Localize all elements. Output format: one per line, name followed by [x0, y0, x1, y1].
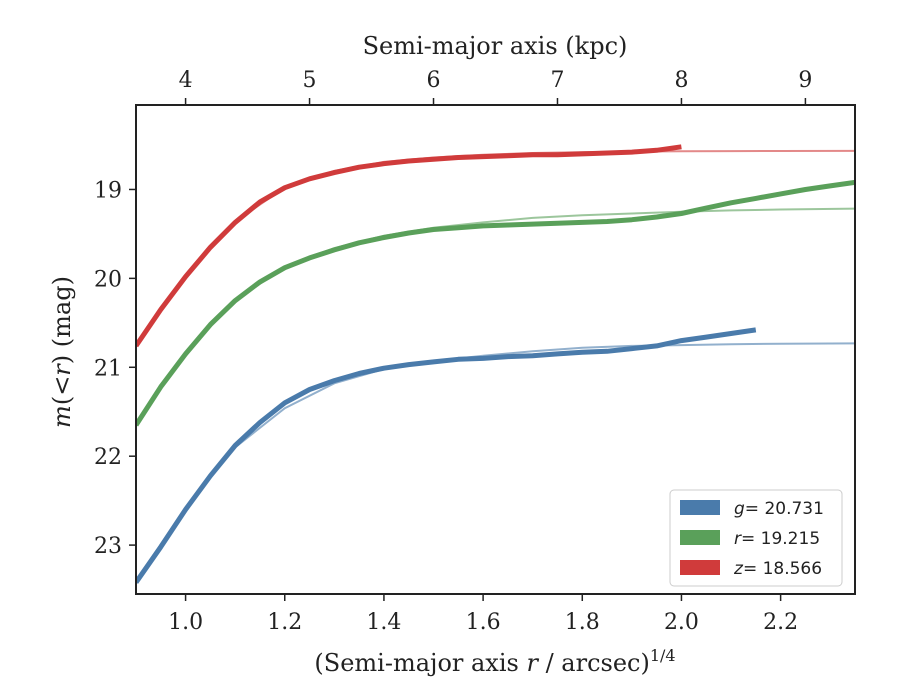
legend-label-r: r= 19.215: [734, 529, 820, 549]
top-tick-label: 4: [179, 68, 193, 93]
top-axis-ticks: 4 5 6 7 8 9: [179, 68, 812, 105]
top-tick-label: 8: [674, 68, 688, 93]
y-tick-label: 22: [94, 445, 122, 470]
x-tick-label: 1.8: [565, 610, 600, 635]
x-axis-title: (Semi-major axis r / arcsec)1/4: [314, 646, 675, 677]
y-tick-label: 19: [94, 178, 122, 203]
y-tick-label: 20: [94, 267, 122, 292]
x-tick-label: 2.2: [763, 610, 798, 635]
series-line-r: [136, 179, 855, 427]
x-axis-ticks: 1.0 1.2 1.4 1.6 1.8 2.0 2.2: [168, 594, 798, 635]
y-axis-title: m(<r) (mag): [48, 276, 76, 428]
legend-swatch-z: [680, 560, 720, 575]
top-tick-label: 9: [798, 68, 812, 93]
y-axis-ticks: 19 20 21 22 23: [94, 178, 136, 559]
x-tick-label: 1.4: [366, 610, 401, 635]
legend-label-g: g= 20.731: [734, 499, 824, 519]
y-tick-label: 21: [94, 356, 122, 381]
series-line-z: [136, 144, 682, 348]
legend-swatch-r: [680, 530, 720, 545]
legend-swatch-g: [680, 500, 720, 515]
x-tick-label: 1.6: [466, 610, 501, 635]
legend-label-z: z= 18.566: [733, 559, 822, 579]
top-tick-label: 5: [303, 68, 317, 93]
model-line-g: [136, 342, 855, 582]
y-tick-label: 23: [94, 534, 122, 559]
top-tick-label: 7: [550, 68, 564, 93]
data-series: [136, 144, 855, 584]
legend: g= 20.731 r= 19.215 z= 18.566: [669, 489, 843, 587]
series-line-g: [136, 327, 757, 584]
x-tick-label: 2.0: [664, 610, 699, 635]
top-tick-label: 6: [427, 68, 441, 93]
x-tick-label: 1.2: [267, 610, 302, 635]
top-axis-title: Semi-major axis (kpc): [363, 32, 628, 60]
plot-frame: [135, 104, 856, 595]
x-tick-label: 1.0: [168, 610, 203, 635]
